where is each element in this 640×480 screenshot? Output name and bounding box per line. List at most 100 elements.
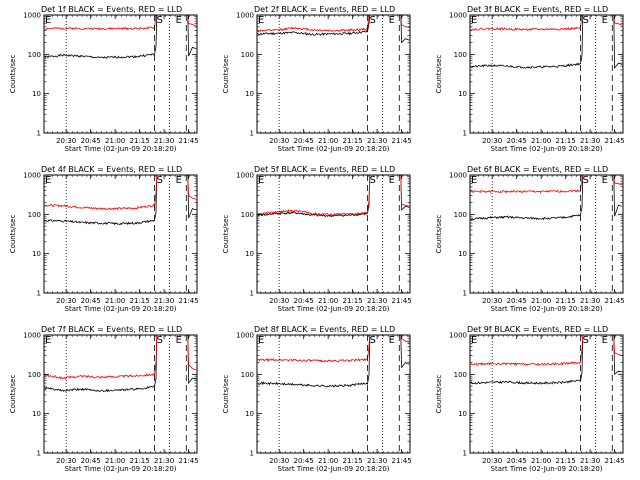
y-tick-label: 10 — [245, 250, 254, 258]
marker-s: S — [582, 15, 588, 26]
x-tick-label: 21:15 — [556, 457, 576, 465]
series-line-events — [44, 334, 158, 393]
y-tick-label: 100 — [28, 51, 41, 59]
x-tick-label: 21:15 — [130, 297, 150, 305]
x-tick-label: 21:00 — [105, 137, 125, 145]
y-axis-label: Counts/sec — [9, 215, 17, 254]
x-tick-label: 20:30 — [482, 297, 502, 305]
marker-e: E — [389, 175, 395, 186]
series-after-lld — [400, 174, 410, 207]
x-tick-label: 21:00 — [318, 297, 338, 305]
x-tick-label: 21:00 — [318, 137, 338, 145]
x-tick-label: 21:00 — [531, 457, 551, 465]
panel-title: Det 3f BLACK = Events, RED = LLD — [467, 5, 608, 14]
x-tick-label: 21:30 — [580, 297, 600, 305]
x-tick-label: 20:30 — [269, 457, 289, 465]
x-axis-label: Start Time (02-Jun-09 20:18:20) — [278, 145, 390, 153]
y-axis-label: Counts/sec — [222, 375, 230, 414]
y-axis-label: Counts/sec — [435, 215, 443, 254]
x-tick-label: 21:15 — [130, 137, 150, 145]
y-tick-label: 10 — [245, 410, 254, 418]
x-tick-label: 21:30 — [154, 457, 174, 465]
y-tick-label: 10 — [32, 90, 41, 98]
y-tick-label: 100 — [454, 51, 467, 59]
marker-e-left: E — [471, 335, 477, 346]
plot-frame — [256, 14, 411, 134]
series-line-events — [44, 174, 158, 226]
x-tick-label: 20:30 — [56, 297, 76, 305]
x-axis-label: Start Time (02-Jun-09 20:18:20) — [491, 145, 603, 153]
plot-frame — [469, 14, 624, 134]
x-tick-label: 20:30 — [482, 457, 502, 465]
marker-e-left: E — [258, 335, 264, 346]
y-tick-label: 1000 — [449, 332, 467, 340]
x-tick-label: 20:45 — [507, 297, 527, 305]
series-after-events — [613, 334, 623, 376]
x-axis-label: Start Time (02-Jun-09 20:18:20) — [491, 305, 603, 313]
series-after-events — [613, 14, 623, 70]
series-line-events — [470, 174, 584, 221]
marker-s: S — [582, 175, 588, 186]
x-tick-label: 20:30 — [269, 137, 289, 145]
y-axis-label: Counts/sec — [222, 215, 230, 254]
series-after-lld — [187, 14, 197, 27]
panel-title: Det 4f BLACK = Events, RED = LLD — [41, 165, 182, 174]
marker-s: S — [156, 335, 162, 346]
y-tick-label: 100 — [241, 51, 254, 59]
y-tick-label: 1000 — [236, 172, 254, 180]
y-tick-label: 100 — [454, 211, 467, 219]
y-tick-label: 1000 — [23, 172, 41, 180]
x-axis-label: Start Time (02-Jun-09 20:18:20) — [65, 145, 177, 153]
x-tick-label: 21:00 — [318, 457, 338, 465]
y-tick-label: 1000 — [236, 332, 254, 340]
x-tick-label: 21:45 — [391, 137, 411, 145]
panel-title: Det 9f BLACK = Events, RED = LLD — [467, 325, 608, 334]
marker-e-left: E — [45, 15, 51, 26]
series-line-events — [257, 174, 371, 218]
series-line-lld — [257, 174, 371, 216]
x-axis-label: Start Time (02-Jun-09 20:18:20) — [278, 465, 390, 473]
x-tick-label: 20:45 — [81, 457, 101, 465]
y-tick-label: 1000 — [449, 12, 467, 20]
series-line-events — [470, 334, 584, 385]
y-tick-label: 100 — [454, 371, 467, 379]
marker-e-left: E — [45, 335, 51, 346]
panel-title: Det 6f BLACK = Events, RED = LLD — [467, 165, 608, 174]
x-tick-label: 21:15 — [130, 457, 150, 465]
series-after-events — [187, 174, 197, 219]
marker-e: E — [602, 175, 608, 186]
y-tick-label: 10 — [458, 250, 467, 258]
x-axis-label: Start Time (02-Jun-09 20:18:20) — [491, 465, 603, 473]
series-line-events — [257, 14, 371, 36]
series-after-lld — [613, 174, 623, 186]
series-after-lld — [613, 334, 623, 356]
x-tick-label: 21:30 — [580, 457, 600, 465]
plot-frame — [43, 14, 198, 134]
panel-title: Det 8f BLACK = Events, RED = LLD — [254, 325, 395, 334]
series-line-lld — [44, 174, 158, 211]
marker-e-left: E — [471, 175, 477, 186]
plot-frame — [43, 174, 198, 294]
x-tick-label: 21:45 — [178, 137, 198, 145]
marker-e-left: E — [45, 175, 51, 186]
x-axis-label: Start Time (02-Jun-09 20:18:20) — [65, 305, 177, 313]
x-tick-label: 21:30 — [367, 297, 387, 305]
series-line-events — [470, 14, 584, 69]
x-tick-label: 20:45 — [81, 297, 101, 305]
y-tick-label: 1000 — [449, 172, 467, 180]
series-after-lld — [400, 14, 410, 28]
x-tick-label: 21:45 — [391, 297, 411, 305]
x-tick-label: 21:15 — [556, 297, 576, 305]
y-tick-label: 100 — [241, 371, 254, 379]
marker-e: E — [389, 15, 395, 26]
series-after-lld — [187, 174, 197, 200]
series-line-events — [44, 14, 158, 59]
marker-e: E — [176, 335, 182, 346]
x-tick-label: 21:15 — [556, 137, 576, 145]
plot-frame — [256, 334, 411, 454]
